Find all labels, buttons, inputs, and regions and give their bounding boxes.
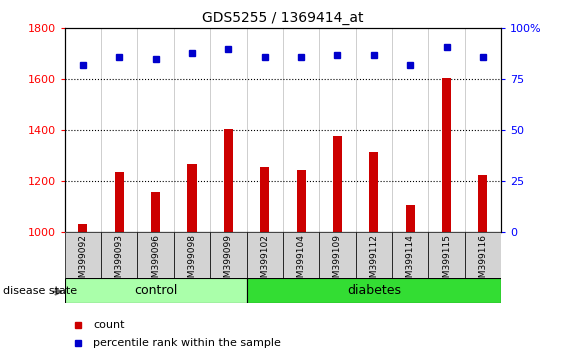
Text: GSM399102: GSM399102 (260, 234, 269, 289)
Bar (174, 232, 210, 278)
Bar (101, 232, 137, 278)
Bar (78, 224, 87, 232)
Bar (65, 232, 101, 278)
Text: GSM399109: GSM399109 (333, 234, 342, 289)
Bar (115, 172, 124, 232)
Bar (260, 167, 269, 232)
Bar (247, 278, 501, 303)
Bar (297, 170, 306, 232)
Bar (187, 165, 196, 232)
Text: GSM399096: GSM399096 (151, 234, 160, 289)
Bar (333, 136, 342, 232)
Bar (369, 152, 378, 232)
Bar (392, 232, 428, 278)
Bar (283, 232, 319, 278)
Text: disease state: disease state (3, 286, 77, 296)
Bar (137, 232, 174, 278)
Text: count: count (93, 320, 124, 330)
Bar (247, 232, 283, 278)
Text: percentile rank within the sample: percentile rank within the sample (93, 338, 281, 348)
Bar (319, 232, 356, 278)
Text: GSM399093: GSM399093 (115, 234, 124, 289)
Text: GSM399098: GSM399098 (187, 234, 196, 289)
Text: diabetes: diabetes (347, 284, 401, 297)
Text: GSM399114: GSM399114 (406, 234, 415, 289)
Bar (442, 78, 451, 232)
Text: GSM399116: GSM399116 (479, 234, 488, 289)
Title: GDS5255 / 1369414_at: GDS5255 / 1369414_at (202, 11, 364, 24)
Bar (151, 193, 160, 232)
Bar (210, 232, 247, 278)
Bar (224, 129, 233, 232)
Bar (65, 278, 247, 303)
Bar (464, 232, 501, 278)
Bar (405, 205, 415, 232)
Text: control: control (134, 284, 177, 297)
Text: GSM399115: GSM399115 (442, 234, 451, 289)
Bar (356, 232, 392, 278)
Text: GSM399092: GSM399092 (78, 234, 87, 289)
Text: GSM399099: GSM399099 (224, 234, 233, 289)
Text: GSM399112: GSM399112 (369, 234, 378, 289)
Text: GSM399104: GSM399104 (297, 234, 306, 289)
Bar (428, 232, 464, 278)
Bar (479, 175, 488, 232)
